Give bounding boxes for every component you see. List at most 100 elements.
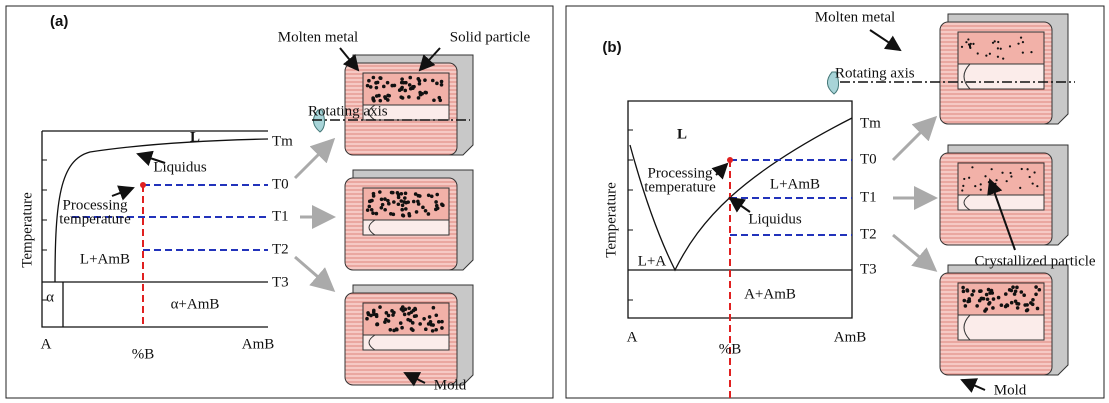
particle <box>367 79 371 83</box>
particle <box>369 85 373 89</box>
particle <box>435 82 439 86</box>
particle <box>1010 301 1014 305</box>
particle <box>972 289 976 293</box>
label: T2 <box>860 226 877 242</box>
particle <box>417 96 421 100</box>
particle <box>974 185 976 187</box>
particle <box>380 197 384 201</box>
particle <box>1020 37 1022 39</box>
particle <box>1000 303 1004 307</box>
particle <box>1022 52 1024 54</box>
particle <box>1034 285 1038 289</box>
melt-core <box>958 64 1044 89</box>
particle <box>1017 43 1019 45</box>
label: temperature <box>644 179 716 195</box>
particle <box>965 41 967 43</box>
label: T0 <box>860 151 877 167</box>
particle <box>390 84 394 88</box>
particle <box>378 76 382 80</box>
particle <box>390 309 394 313</box>
particle <box>972 43 974 45</box>
particle <box>970 293 974 297</box>
particle <box>401 96 405 100</box>
particle <box>1010 289 1014 293</box>
label: Liquidus <box>153 159 206 175</box>
particle <box>961 46 963 48</box>
particle <box>418 194 422 198</box>
label: A <box>627 329 638 345</box>
label: Mold <box>434 377 467 393</box>
label: Molten metal <box>815 9 895 25</box>
particle <box>437 320 441 324</box>
particle <box>434 208 438 212</box>
particle <box>383 208 387 212</box>
particle <box>366 208 370 212</box>
particle <box>389 328 393 332</box>
particle <box>372 309 376 313</box>
particle <box>427 193 431 197</box>
label: T3 <box>272 274 289 290</box>
particle <box>1033 171 1035 173</box>
particle <box>1031 303 1035 307</box>
particle <box>994 40 996 42</box>
label: AmB <box>834 329 867 345</box>
particle <box>1015 286 1019 290</box>
particle <box>422 317 426 321</box>
particle <box>389 212 393 216</box>
label: Liquidus <box>748 211 801 227</box>
page: {"panels":[ {"label":"(a)","y_axis_label… <box>0 0 1109 403</box>
particle <box>975 304 979 308</box>
particle <box>365 317 369 321</box>
particle <box>1026 308 1030 312</box>
particle <box>997 41 999 43</box>
particle <box>424 327 428 331</box>
particle <box>387 202 391 206</box>
particle <box>991 306 995 310</box>
particle <box>1006 180 1008 182</box>
particle <box>997 56 999 58</box>
label: Rotating axis <box>835 65 915 81</box>
particle <box>962 299 966 303</box>
particle <box>408 83 412 87</box>
particle <box>401 203 405 207</box>
label: temperature <box>59 211 131 227</box>
particle <box>1022 41 1024 43</box>
particle <box>1004 292 1008 296</box>
particle <box>985 55 987 57</box>
particle <box>1025 303 1029 307</box>
particle <box>372 99 376 103</box>
particle <box>401 305 405 309</box>
particle <box>408 76 412 80</box>
particle <box>994 183 996 185</box>
particle <box>986 297 990 301</box>
particle <box>370 208 374 212</box>
particle <box>988 291 992 295</box>
particle <box>420 92 424 96</box>
particle <box>418 322 422 326</box>
particle <box>380 206 384 210</box>
particle <box>404 201 408 205</box>
label: T1 <box>860 189 877 205</box>
particle <box>414 314 418 318</box>
label: %B <box>719 341 742 357</box>
particle <box>977 52 979 54</box>
particle <box>1031 298 1035 302</box>
particle <box>375 86 379 90</box>
particle <box>432 98 436 102</box>
particle <box>399 199 403 203</box>
particle <box>1001 172 1003 174</box>
label: A <box>41 336 52 352</box>
particle <box>984 175 986 177</box>
particle <box>995 179 997 181</box>
particle <box>375 322 379 326</box>
particle <box>404 207 408 211</box>
particle <box>423 91 427 95</box>
particle <box>440 83 444 87</box>
particle <box>375 212 379 216</box>
particle <box>435 193 439 197</box>
particle <box>396 191 400 195</box>
particle <box>440 326 444 330</box>
particle <box>987 288 991 292</box>
particle <box>963 178 965 180</box>
particle <box>366 84 370 88</box>
